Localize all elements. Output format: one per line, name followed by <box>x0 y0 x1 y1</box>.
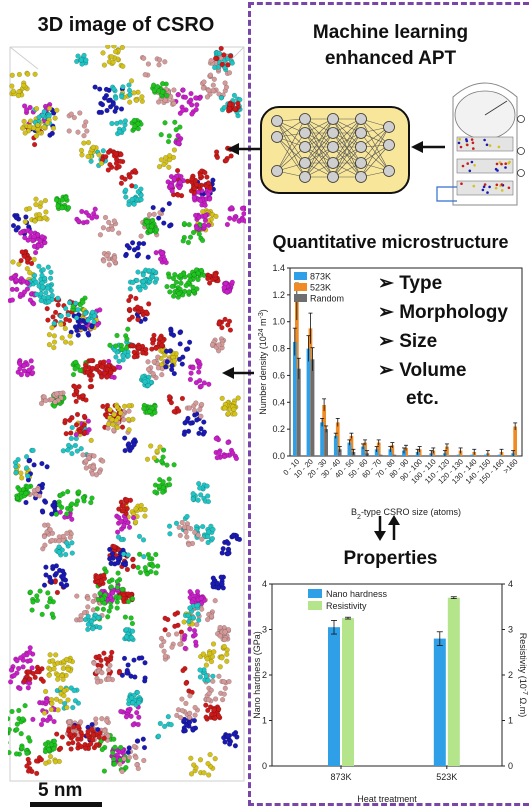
bar-resistivity <box>447 597 460 766</box>
bar-873k <box>293 341 297 456</box>
quant-title: Quantitative microstructure <box>272 232 509 252</box>
bullet-arrow-icon: ➢ <box>378 331 400 352</box>
bullet-morphology: ➢ Morphology <box>378 302 508 323</box>
bullet-type: ➢ Type <box>378 273 443 294</box>
bar-resistivity <box>342 618 354 766</box>
x-axis-label: Heat treatment <box>357 794 417 804</box>
bar-523k <box>322 405 326 456</box>
bar-873k <box>361 446 365 456</box>
legend-label: 873K <box>310 272 331 282</box>
y-tick-label: 2 <box>262 670 267 680</box>
size-distribution-chart: 0.0 0.2 0.4 0.6 0.8 1.0 1.2 1.4 0 - 10 10 - 20 20 … <box>252 258 529 523</box>
ml-diagram <box>225 75 529 215</box>
bar-random <box>297 368 301 456</box>
bar-523k <box>376 442 381 456</box>
bar-873k <box>347 442 352 456</box>
y-tick-label: 1.4 <box>272 263 285 273</box>
ml-title-line1: Machine learning <box>312 22 469 43</box>
y-right-axis-label: Resistivity (10-7 Ω.m) <box>518 633 529 717</box>
scale-bar-label: 5 nm <box>38 780 83 801</box>
legend-label: Random <box>310 294 344 304</box>
x-axis-label: B2-type CSRO size (atoms) <box>351 507 461 521</box>
bar-873k <box>333 435 338 456</box>
y-tick-label: 0.6 <box>272 370 285 380</box>
y-tick-label: 1 <box>262 716 267 726</box>
bar-523k <box>308 328 313 456</box>
y-tick-label: 1.0 <box>272 317 285 327</box>
legend-swatch <box>294 294 307 302</box>
y-right-tick-label: 1 <box>508 716 513 726</box>
csro-3d-image <box>3 43 249 783</box>
bar-random <box>392 454 397 456</box>
x-tick-label: 873K <box>330 772 351 782</box>
bar-523k <box>335 422 340 456</box>
legend-label: Resistivity <box>326 601 367 611</box>
x-tick-label: 523K <box>436 772 457 782</box>
csro-atom-map <box>3 43 249 782</box>
bar-873k <box>484 454 488 456</box>
ml-title-line2: enhanced APT <box>324 48 457 69</box>
bullet-arrow-icon: ➢ <box>378 360 400 381</box>
bar-873k <box>306 348 311 456</box>
bullet-volume: ➢ Volume <box>378 360 467 381</box>
csro-image-title: 3D image of CSRO <box>37 14 215 36</box>
bar-random <box>310 359 315 456</box>
bullet-size: ➢ Size <box>378 331 438 352</box>
scale-bar <box>30 802 102 807</box>
legend-swatch <box>308 601 322 610</box>
y-tick-label: 0.2 <box>272 424 285 434</box>
right-panel-frame <box>248 2 529 806</box>
properties-title: Properties <box>343 548 438 569</box>
legend-swatch <box>294 283 307 291</box>
y-tick-label: 3 <box>262 625 267 635</box>
bullet-arrow-icon: ➢ <box>378 302 400 323</box>
bar-873k <box>470 454 475 456</box>
y-right-tick-label: 4 <box>508 579 513 589</box>
bar-523k <box>417 449 422 456</box>
bar-523k <box>445 446 449 456</box>
bar-873k <box>374 449 379 456</box>
y-axis-label: Nano hardness (GPa) <box>252 631 262 719</box>
bar-873k <box>497 454 502 456</box>
bar-523k <box>295 301 299 456</box>
bar-523k <box>390 445 395 456</box>
y-tick-label: 0.4 <box>272 397 285 407</box>
bar-873k <box>456 454 461 456</box>
properties-chart: 0 0 1 1 2 2 3 3 4 4 873K 523K Heat treatment Nano har… <box>252 574 529 806</box>
y-tick-label: 0 <box>262 761 267 771</box>
legend-label: 523K <box>310 283 331 293</box>
y-right-tick-label: 0 <box>508 761 513 771</box>
up-down-arrows-icon <box>374 515 400 541</box>
bar-523k <box>513 426 517 456</box>
legend-label: Nano hardness <box>326 589 388 599</box>
bar-873k <box>320 422 324 456</box>
y-axis-label: Number density (1024 m-3) <box>258 309 269 415</box>
bar-nano-hardness <box>328 627 340 766</box>
arrow-to-image-icon <box>222 367 254 379</box>
y-tick-label: 0.0 <box>272 451 285 461</box>
bar-random <box>324 429 328 456</box>
bar-523k <box>363 442 367 456</box>
legend-swatch <box>308 589 322 598</box>
x-tick-label: >160 <box>501 457 519 475</box>
y-right-tick-label: 2 <box>508 670 513 680</box>
bullet-arrow-icon: ➢ <box>378 273 400 294</box>
y-tick-label: 4 <box>262 579 267 589</box>
bar-random <box>337 449 342 456</box>
legend-swatch <box>294 272 307 280</box>
bar-873k <box>388 449 393 456</box>
y-right-tick-label: 3 <box>508 625 513 635</box>
bar-nano-hardness <box>433 638 446 766</box>
bullet-etc: etc. <box>406 388 439 409</box>
bar-random <box>378 454 383 456</box>
bar-523k <box>349 435 354 456</box>
bar-523k <box>404 447 408 456</box>
y-tick-label: 1.2 <box>272 290 285 300</box>
y-tick-label: 0.8 <box>272 344 285 354</box>
